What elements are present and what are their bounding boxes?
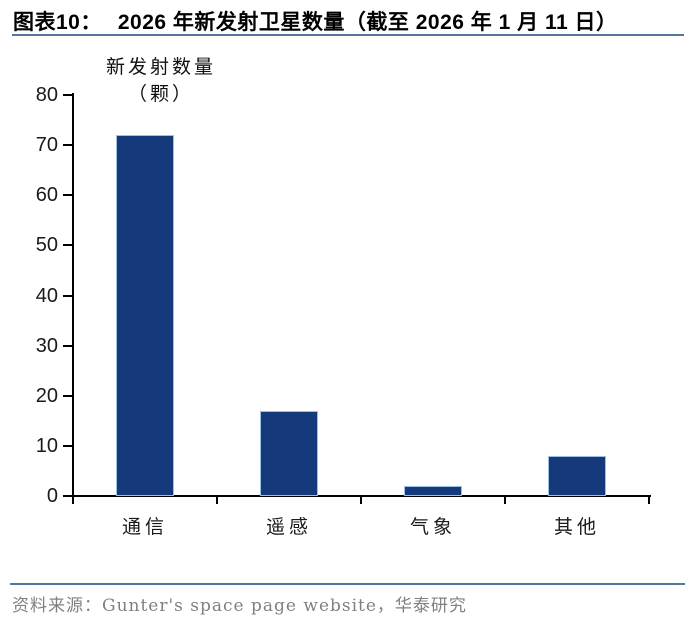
y-tick-label: 20	[35, 384, 58, 407]
y-tick	[63, 94, 73, 96]
title-divider-line	[12, 34, 684, 36]
y-tick-label: 60	[35, 184, 58, 207]
y-axis-unit-line1: 新发射数量	[105, 56, 216, 78]
y-axis-unit-line2: （颗）	[127, 83, 194, 105]
category-label-4: 其他	[553, 516, 600, 538]
y-tick-label: 10	[35, 434, 58, 457]
bar-4	[548, 456, 606, 496]
y-tick	[63, 144, 73, 147]
figure-number-label: 图表10：	[13, 11, 102, 34]
y-tick-label: 40	[35, 284, 58, 307]
source-note: 资料来源：Gunter's space page website，华泰研究	[12, 596, 467, 616]
y-tick-label: 80	[35, 84, 58, 106]
y-tick	[63, 294, 73, 297]
y-tick	[63, 495, 73, 497]
x-tick	[504, 495, 506, 504]
y-tick-label: 70	[35, 134, 58, 157]
x-tick	[360, 495, 362, 504]
category-label-2: 遥感	[265, 516, 312, 538]
x-tick	[72, 495, 74, 504]
figure-title: 2026 年新发射卫星数量（截至 2026 年 1 月 11 日）	[117, 11, 618, 34]
bar-1	[116, 135, 174, 496]
y-tick	[63, 344, 73, 347]
y-tick-label: 30	[35, 334, 58, 357]
footer-divider-line	[10, 583, 685, 585]
category-label-3: 气象	[409, 516, 456, 538]
y-tick-label: 0	[46, 485, 58, 507]
figure-header: 图表10： 2026 年新发射卫星数量（截至 2026 年 1 月 11 日）	[13, 6, 685, 36]
bar-3	[404, 486, 462, 496]
y-axis-line	[72, 93, 74, 497]
category-label-1: 通信	[121, 516, 168, 538]
y-tick	[63, 194, 73, 197]
x-tick	[648, 495, 650, 504]
bar-2	[260, 411, 318, 496]
x-tick	[216, 495, 218, 504]
y-tick	[63, 444, 73, 447]
y-tick	[63, 244, 73, 247]
y-tick	[63, 394, 73, 397]
y-axis-unit-label: 新发射数量 （颗）	[86, 54, 236, 108]
y-tick-label: 50	[35, 234, 58, 257]
